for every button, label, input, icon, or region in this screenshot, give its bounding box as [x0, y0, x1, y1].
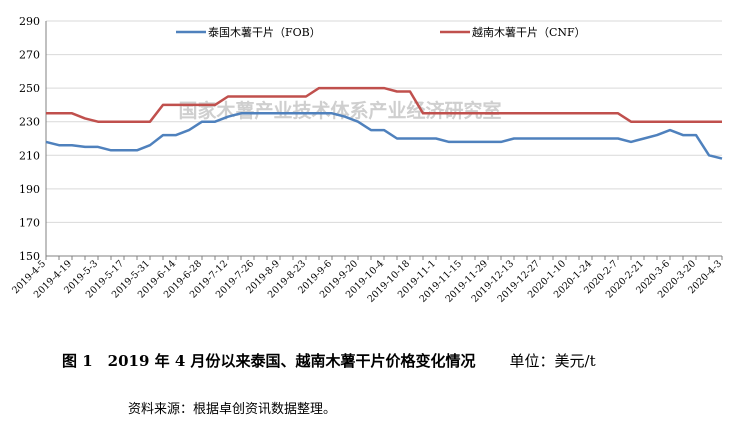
y-tick-label: 230 [19, 116, 40, 129]
legend: 泰国木薯干片（FOB） 越南木薯干片（CNF） [176, 25, 586, 39]
watermark-text: 国家木薯产业技术体系产业经济研究室 [178, 99, 501, 122]
caption-title: 图 1 2019 年 4 月份以来泰国、越南木薯干片价格变化情况 [62, 352, 476, 370]
y-tick-label: 290 [19, 15, 40, 28]
y-tick-label: 270 [19, 49, 40, 62]
caption-unit: 单位：美元/t [509, 352, 596, 370]
x-axis: 2019-4-52019-4-192019-5-32019-5-172019-5… [10, 255, 724, 305]
series-line-thailand [45, 112, 723, 160]
legend-label-thailand: 泰国木薯干片（FOB） [208, 25, 321, 39]
figure-caption: 图 1 2019 年 4 月份以来泰国、越南木薯干片价格变化情况 单位：美元/t [62, 350, 742, 371]
y-axis: 150 170 190 210 230 250 270 290 [19, 15, 47, 263]
source-note: 资料来源：根据卓创资讯数据整理。 [128, 402, 337, 417]
series-lines [45, 86, 723, 160]
price-line-chart: 150 170 190 210 230 250 270 290 2019-4-52019-4-… [10, 15, 724, 305]
y-tick-label: 150 [19, 250, 40, 263]
y-tick-label: 190 [19, 183, 40, 196]
y-tick-label: 170 [19, 216, 40, 229]
y-tick-label: 250 [19, 82, 40, 95]
y-tick-label: 210 [19, 149, 40, 162]
legend-label-vietnam: 越南木薯干片（CNF） [472, 25, 586, 39]
series-line-vietnam [46, 86, 722, 123]
